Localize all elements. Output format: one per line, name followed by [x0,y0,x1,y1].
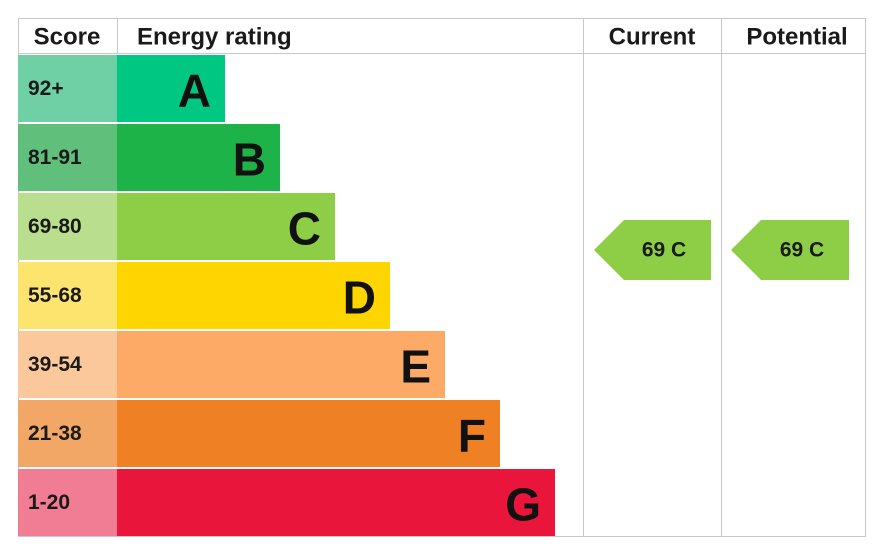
score-cell [18,193,117,260]
score-label: 92+ [28,77,64,100]
score-cell [18,262,117,329]
score-cell [18,331,117,398]
rating-letter: G [505,479,541,531]
potential-arrow [731,220,849,280]
score-cell [18,400,117,467]
rating-bar [117,469,555,536]
score-label: 21-38 [28,422,82,445]
rating-letter: E [400,341,431,393]
rating-bar [117,262,390,329]
score-label: 81-91 [28,146,82,169]
score-label: 39-54 [28,353,82,376]
rating-letter: D [343,272,376,324]
header-current: Current [609,24,696,51]
score-cell [18,55,117,122]
header-energy-rating: Energy rating [137,24,292,51]
score-cell [18,469,117,536]
rating-letter: B [233,134,266,186]
rating-bar [117,193,335,260]
rating-rows: 92+ A 81-91 B 69-80 C 55-68 D 39-54 E 21-38 F 1-20 G [18,55,555,536]
score-label: 55-68 [28,284,82,307]
current-label: 69 C [642,239,686,262]
potential-label: 69 C [780,239,824,262]
rating-letter: F [458,410,486,462]
score-label: 69-80 [28,215,82,238]
rating-bar [117,124,280,191]
score-cell [18,124,117,191]
current-arrow [594,220,711,280]
header-score: Score [34,24,101,51]
rating-bar [117,400,500,467]
header-potential: Potential [746,24,847,51]
rating-bar [117,331,445,398]
rating-letter: C [288,203,321,255]
rating-letter: A [178,65,211,117]
rating-bar [117,55,225,122]
score-label: 1-20 [28,491,70,514]
